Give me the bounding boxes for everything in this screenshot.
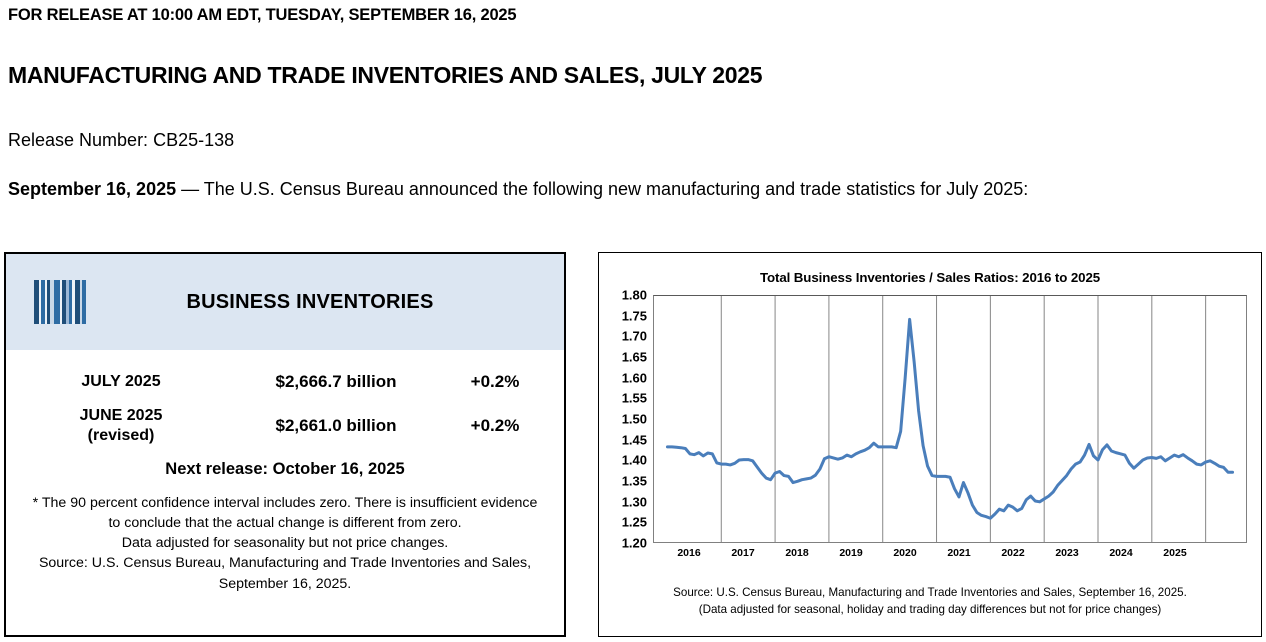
chart-line-series: [667, 319, 1232, 518]
x-tick-label: 2020: [893, 547, 917, 559]
x-tick-label: 2016: [677, 547, 701, 559]
business-inventories-card: BUSINESS INVENTORIES JULY 2025 $2,666.7 …: [4, 252, 566, 637]
lede-body: — The U.S. Census Bureau announced the f…: [176, 179, 1029, 199]
row-period-main: JUNE 2025: [79, 407, 163, 424]
row-period: JUNE 2025 (revised): [6, 406, 236, 446]
table-row: JULY 2025 $2,666.7 billion +0.2%: [6, 372, 564, 392]
release-number: Release Number: CB25-138: [8, 130, 235, 150]
y-tick-label: 1.45: [621, 432, 647, 448]
footnote-line: to conclude that the actual change is di…: [108, 515, 462, 532]
y-tick-label: 1.25: [621, 514, 647, 530]
y-tick-label: 1.35: [621, 473, 647, 489]
footnote-line: September 16, 2025.: [218, 575, 352, 592]
y-tick-label: 1.40: [621, 452, 647, 468]
x-tick-label: 2017: [731, 547, 755, 559]
table-row: JUNE 2025 (revised) $2,661.0 billion +0.2…: [6, 406, 564, 446]
row-value: $2,661.0 billion: [275, 416, 397, 435]
row-change: +0.2%: [470, 416, 520, 435]
x-tick-label: 2018: [785, 547, 809, 559]
line-chart-svg: [654, 296, 1246, 542]
footnote-line: Source: U.S. Census Bureau, Manufacturin…: [38, 555, 532, 572]
x-tick-label: 2021: [947, 547, 971, 559]
y-tick-label: 1.70: [621, 328, 647, 344]
y-axis-tick-labels: 1.80 1.75 1.70 1.65 1.60 1.55 1.50 1.45 1.40 1.35…: [607, 289, 647, 550]
row-value: $2,666.7 billion: [275, 372, 397, 391]
footnote-line: * The 90 percent confidence interval inc…: [32, 495, 538, 511]
next-release-text: Next release: October 16, 2025: [165, 460, 405, 478]
y-tick-label: 1.30: [621, 494, 647, 510]
card-title: BUSINESS INVENTORIES: [186, 290, 434, 313]
y-tick-label: 1.65: [621, 349, 647, 365]
lede-date: September 16, 2025: [8, 179, 177, 199]
plot-area: [653, 295, 1247, 543]
y-tick-label: 1.80: [621, 287, 647, 303]
chart-area: 1.80 1.75 1.70 1.65 1.60 1.55 1.50 1.45 1.40 1.35…: [607, 289, 1247, 560]
row-change: +0.2%: [470, 372, 520, 391]
chart-source: Source: U.S. Census Bureau, Manufacturin…: [599, 584, 1261, 619]
chart-title: Total Business Inventories / Sales Ratio…: [759, 270, 1101, 285]
x-tick-label: 2025: [1163, 547, 1187, 559]
card-header: BUSINESS INVENTORIES: [6, 254, 564, 350]
release-header: FOR RELEASE AT 10:00 AM EDT, TUESDAY, SE…: [8, 6, 517, 24]
footnote-line: Data adjusted for seasonality but not pr…: [121, 535, 449, 552]
x-axis-tick-labels: 2016 2017 2018 2019 2020 2021 2022 2023 2024 2025: [653, 547, 1247, 565]
x-tick-label: 2024: [1109, 547, 1133, 559]
x-tick-label: 2023: [1055, 547, 1079, 559]
card-footnote: * The 90 percent confidence interval inc…: [6, 493, 564, 594]
y-tick-label: 1.50: [621, 411, 647, 427]
chart-source-line: (Data adjusted for seasonal, holiday and…: [698, 603, 1162, 617]
y-tick-label: 1.20: [621, 535, 647, 551]
barcode-icon: [34, 280, 90, 324]
inventories-sales-ratio-chart-card: Total Business Inventories / Sales Ratio…: [598, 252, 1262, 637]
row-period-note: (revised): [87, 427, 155, 444]
row-period: JULY 2025: [81, 373, 161, 390]
x-tick-label: 2022: [1001, 547, 1025, 559]
y-tick-label: 1.75: [621, 308, 647, 324]
lede-paragraph: September 16, 2025 — The U.S. Census Bur…: [8, 176, 1208, 202]
page-title: MANUFACTURING AND TRADE INVENTORIES AND …: [8, 62, 763, 88]
x-tick-label: 2019: [839, 547, 863, 559]
chart-source-line: Source: U.S. Census Bureau, Manufacturin…: [673, 586, 1187, 599]
y-tick-label: 1.60: [621, 370, 647, 386]
y-tick-label: 1.55: [621, 390, 647, 406]
inventories-rows: JULY 2025 $2,666.7 billion +0.2% JUNE 20…: [6, 350, 564, 446]
